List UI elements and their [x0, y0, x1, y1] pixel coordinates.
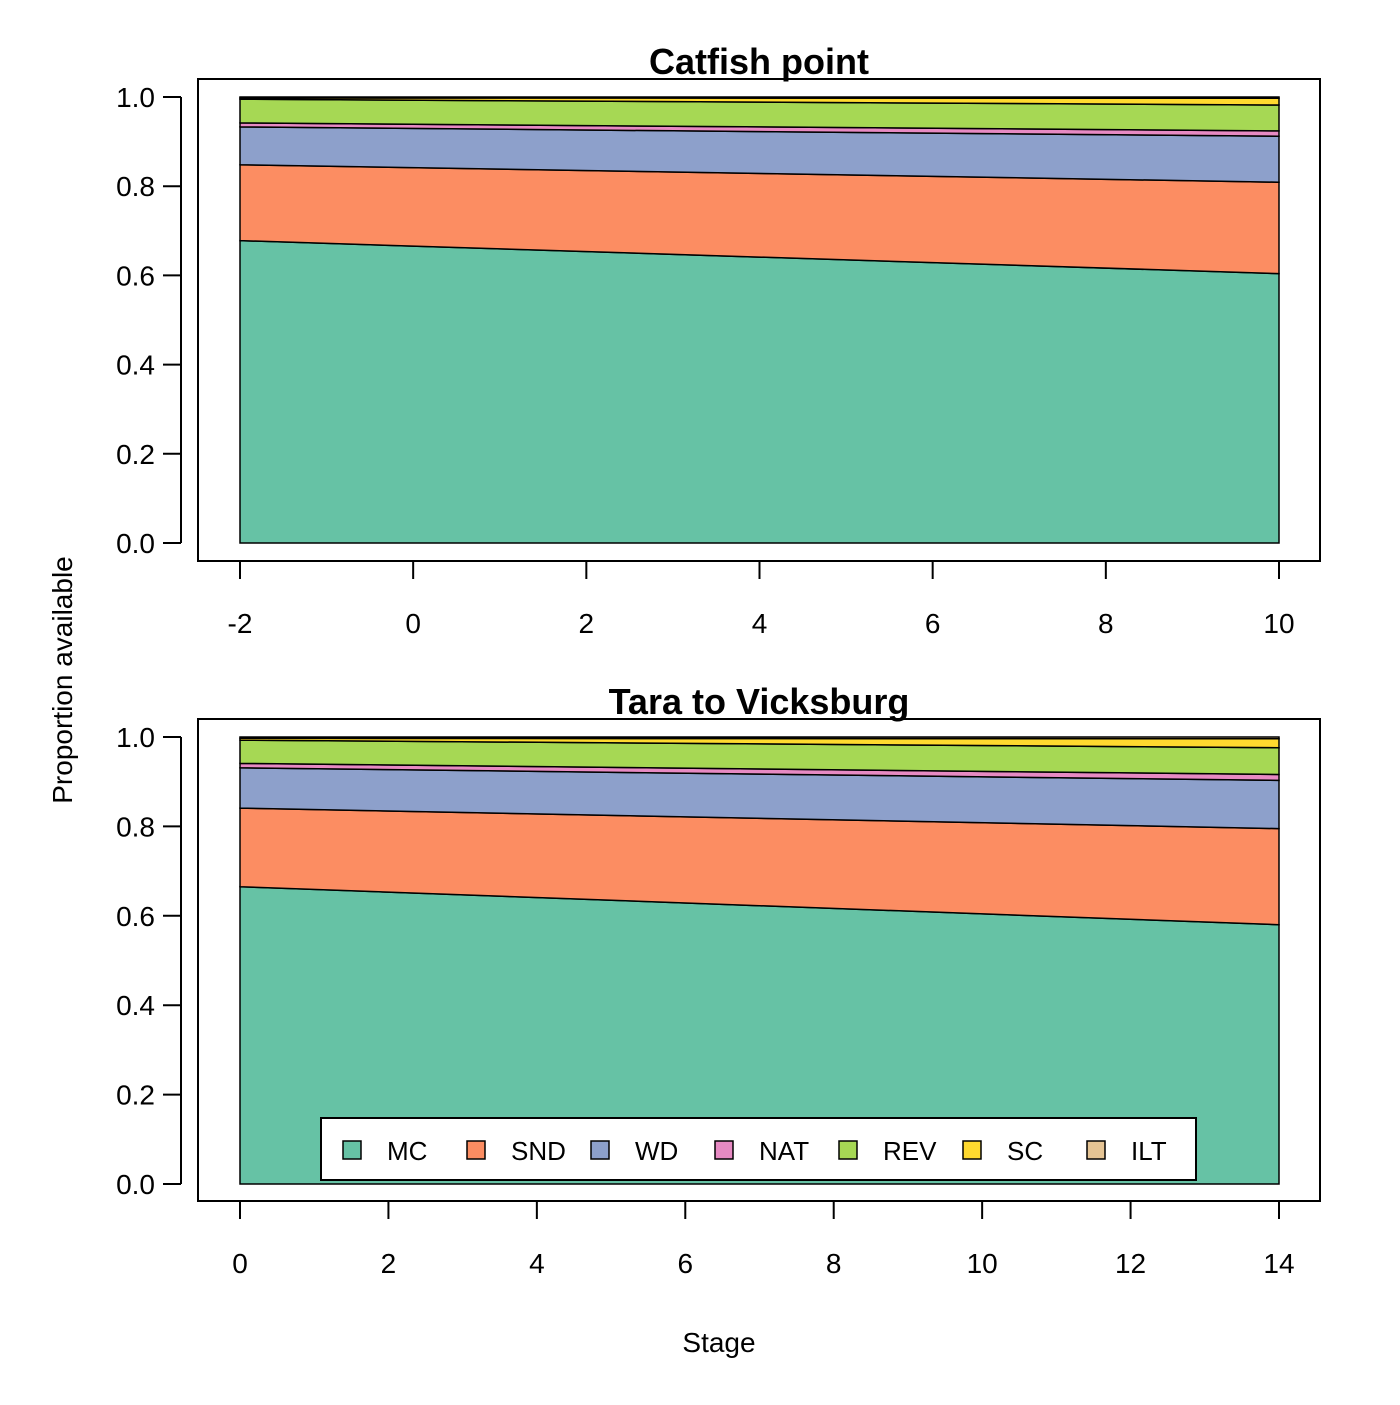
- x-tick-label: 4: [529, 1248, 545, 1279]
- x-axis-label: Stage: [682, 1327, 755, 1358]
- x-tick-label: 8: [1098, 608, 1114, 639]
- x-tick-label: 10: [967, 1248, 998, 1279]
- x-tick-label: 8: [826, 1248, 842, 1279]
- x-tick-label: 0: [232, 1248, 248, 1279]
- chart-title: Catfish point: [649, 41, 869, 82]
- legend-label-mc: MC: [387, 1136, 427, 1166]
- y-tick-label: 0.2: [116, 439, 155, 470]
- panel-tara-to-vicksburg: Tara to Vicksburg 0.0 0.2 0.4 0.6 0.8 1.0 0 2 4 6 8…: [116, 681, 1321, 1279]
- y-axis-label: Proportion available: [47, 556, 78, 804]
- y-tick-label: 0.8: [116, 171, 155, 202]
- area-ilt: [239, 96, 1280, 100]
- x-tick-label: -2: [228, 608, 253, 639]
- y-tick-label: 0.4: [116, 990, 155, 1021]
- legend-swatch-wd: [590, 1140, 610, 1160]
- x-tick-label: 2: [579, 608, 595, 639]
- x-tick-label: 6: [925, 608, 941, 639]
- x-tick-label: 10: [1263, 608, 1294, 639]
- legend-swatch-rev: [838, 1140, 858, 1160]
- area-mc: [239, 239, 1280, 544]
- panel-catfish-point: Catfish point 0.0 0.2 0.4 0.6 0.8 1.0 -2 0 2 4 6 8 10: [116, 41, 1321, 639]
- y-tick-label: 0.8: [116, 811, 155, 842]
- legend-label-ilt: ILT: [1131, 1136, 1167, 1166]
- x-tick-label: 0: [405, 608, 421, 639]
- legend-swatch-nat: [714, 1140, 734, 1160]
- legend: MC SND WD NAT REV SC ILT: [320, 1117, 1197, 1181]
- y-tick-label: 1.0: [116, 722, 155, 753]
- legend-label-rev: REV: [883, 1136, 937, 1166]
- area-ilt: [239, 736, 1280, 740]
- y-tick-label: 0.6: [116, 260, 155, 291]
- legend-swatch-ilt: [1086, 1140, 1106, 1160]
- y-tick-label: 0.6: [116, 901, 155, 932]
- y-tick-label: 0.0: [116, 1169, 155, 1200]
- x-tick-label: 4: [752, 608, 768, 639]
- chart-title: Tara to Vicksburg: [609, 681, 910, 722]
- x-tick-label: 12: [1115, 1248, 1146, 1279]
- y-tick-label: 0.2: [116, 1080, 155, 1111]
- y-tick-label: 0.4: [116, 350, 155, 381]
- legend-label-snd: SND: [511, 1136, 566, 1166]
- y-tick-label: 1.0: [116, 82, 155, 113]
- legend-swatch-sc: [962, 1140, 982, 1160]
- x-tick-label: 6: [677, 1248, 693, 1279]
- legend-swatch-mc: [342, 1140, 362, 1160]
- legend-label-nat: NAT: [759, 1136, 809, 1166]
- x-tick-label: 2: [381, 1248, 397, 1279]
- x-tick-label: 14: [1263, 1248, 1294, 1279]
- y-tick-label: 0.0: [116, 528, 155, 559]
- legend-label-sc: SC: [1007, 1136, 1043, 1166]
- legend-swatch-snd: [466, 1140, 486, 1160]
- legend-label-wd: WD: [635, 1136, 678, 1166]
